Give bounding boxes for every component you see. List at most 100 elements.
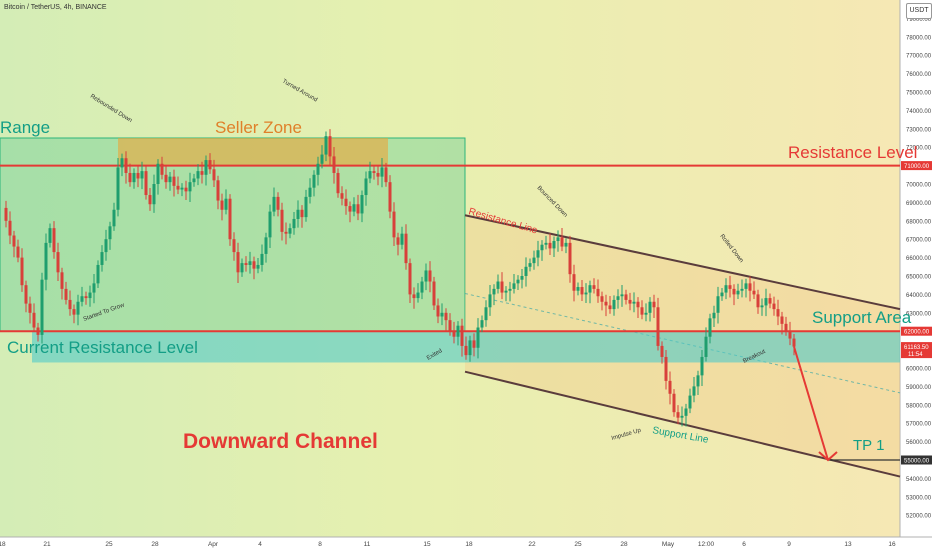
candle-body	[192, 178, 196, 183]
candle-body	[60, 272, 64, 289]
candle-body	[236, 252, 240, 273]
candle-body	[640, 307, 644, 315]
candle-body	[160, 163, 164, 175]
candle-body	[368, 171, 372, 179]
x-tick-label: 18	[465, 541, 473, 548]
candle-body	[472, 340, 476, 348]
candle-body	[252, 261, 256, 269]
candle-body	[340, 193, 344, 199]
x-tick-label: Apr	[208, 541, 219, 548]
candle-body	[420, 281, 424, 293]
candle-body	[76, 301, 80, 315]
candle-body	[460, 325, 464, 346]
y-tick-label: 58000.00	[906, 403, 932, 409]
candle-body	[8, 220, 12, 236]
annotation-turned-around: Turned Around	[281, 79, 318, 104]
candle-body	[748, 283, 752, 291]
candle-body	[740, 288, 744, 291]
candle-body	[244, 263, 248, 265]
candle-body	[644, 312, 648, 315]
candle-body	[104, 239, 108, 253]
candle-body	[448, 320, 452, 332]
candle-body	[300, 209, 304, 218]
candle-body	[332, 156, 336, 173]
x-tick-label: May	[662, 541, 675, 548]
x-tick-label: 15	[423, 541, 431, 548]
candle-body	[692, 386, 696, 396]
candle-body	[28, 303, 32, 313]
candle-body	[708, 318, 712, 337]
y-tick-label: 73000.00	[906, 127, 932, 133]
candle-body	[520, 276, 524, 280]
candle-body	[552, 241, 556, 249]
candle-body	[704, 336, 708, 357]
candle-body	[296, 209, 300, 219]
y-tick-label: 77000.00	[906, 54, 932, 60]
y-tick-label: 74000.00	[906, 109, 932, 115]
candle-body	[32, 312, 36, 328]
candle-body	[276, 196, 280, 210]
currency-button[interactable]: USDT	[906, 3, 932, 19]
candle-body	[736, 290, 740, 295]
candle-body	[480, 320, 484, 328]
candle-body	[556, 237, 560, 242]
y-tick-label: 72000.00	[906, 146, 932, 152]
candle-body	[716, 296, 720, 313]
candle-body	[80, 296, 84, 302]
candle-body	[64, 288, 68, 300]
candle-body	[404, 233, 408, 264]
x-tick-label: 8	[318, 541, 322, 548]
candle-body	[568, 242, 572, 275]
candle-body	[744, 283, 748, 289]
candle-body	[144, 171, 148, 196]
y-tick-label: 57000.00	[906, 422, 932, 428]
candle-body	[348, 206, 352, 212]
candle-body	[724, 285, 728, 293]
candle-body	[284, 231, 288, 234]
x-tick-label: 21	[43, 541, 51, 548]
annotation-bounced-down: Bounced Down	[536, 185, 569, 218]
resistance-line	[464, 214, 901, 311]
projection-arrow	[793, 346, 829, 461]
candle-body	[328, 136, 332, 157]
candle-body	[264, 237, 268, 254]
candle-body	[84, 296, 88, 299]
candle-body	[324, 136, 328, 155]
y-tick-label: 52000.00	[906, 514, 932, 520]
y-tick-label: 59000.00	[906, 385, 932, 391]
candle-body	[156, 163, 160, 184]
candle-body	[456, 325, 460, 337]
y-tick-label: 69000.00	[906, 201, 932, 207]
x-tick-label: 25	[105, 541, 113, 548]
candle-body	[40, 279, 44, 335]
y-tick-label: 76000.00	[906, 72, 932, 78]
y-tick-label: 68000.00	[906, 219, 932, 225]
y-tick-label: 79000.00	[906, 17, 932, 23]
candle-body	[548, 242, 552, 249]
candle-body	[48, 228, 52, 243]
candle-body	[612, 299, 616, 310]
candle-body	[112, 209, 116, 227]
y-tick-label: 64000.00	[906, 293, 932, 299]
candle-body	[68, 299, 72, 310]
candle-body	[776, 309, 780, 317]
candle-body	[396, 237, 400, 245]
candle-body	[200, 171, 204, 175]
candle-body	[72, 309, 76, 315]
candle-body	[464, 345, 468, 356]
candle-body	[756, 294, 760, 308]
candle-body	[544, 242, 548, 245]
candle-body	[216, 180, 220, 201]
candle-body	[260, 253, 264, 265]
candle-body	[408, 263, 412, 295]
candle-body	[592, 285, 596, 289]
candle-body	[664, 356, 668, 381]
x-tick-label: 28	[620, 541, 628, 548]
candle-body	[440, 312, 444, 317]
candle-body	[596, 288, 600, 297]
price-label: 62000.00	[904, 330, 930, 336]
x-tick-label: 22	[528, 541, 536, 548]
candle-body	[576, 287, 580, 291]
candle-body	[532, 257, 536, 264]
candle-body	[616, 296, 620, 300]
